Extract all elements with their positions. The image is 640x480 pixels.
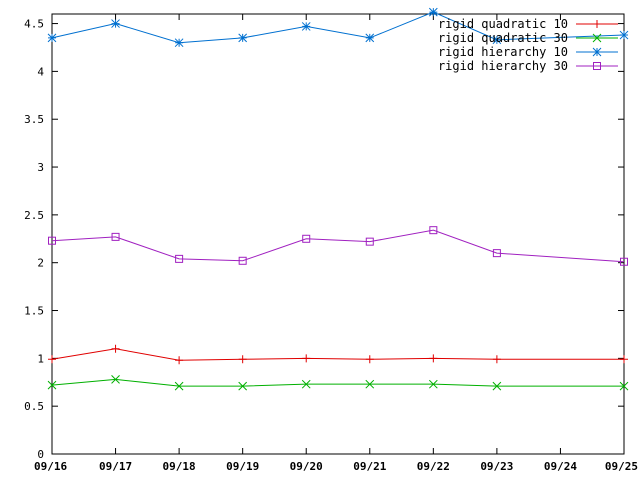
data-point (428, 379, 438, 389)
x-tick-label: 09/20 (290, 460, 323, 473)
data-point (302, 234, 311, 243)
data-point (428, 7, 438, 17)
series-layer (47, 7, 629, 391)
data-point (365, 355, 374, 364)
legend-label: rigid hierarchy 10 (438, 45, 568, 59)
x-tick-label: 09/23 (480, 460, 513, 473)
data-point (111, 232, 120, 241)
x-tick-label: 09/18 (163, 460, 196, 473)
data-point (238, 355, 247, 364)
y-tick-label: 2 (37, 257, 44, 270)
plot-area (51, 13, 625, 455)
data-point (620, 257, 628, 266)
data-point (175, 254, 184, 263)
data-point (301, 22, 311, 31)
series-line (51, 378, 624, 387)
data-point (620, 355, 628, 364)
y-tick-label: 1.5 (24, 305, 44, 318)
data-point (111, 19, 120, 28)
x-tick-label: 09/24 (544, 460, 577, 473)
series-rigid-quadratic-30 (47, 375, 629, 391)
legend-marker (592, 33, 602, 43)
x-tick-label: 09/16 (34, 460, 67, 473)
data-point (619, 381, 629, 391)
data-point (492, 35, 502, 45)
data-point (365, 379, 375, 389)
x-tick-label: 09/21 (353, 460, 386, 473)
data-point (492, 381, 502, 391)
data-point (111, 375, 120, 384)
data-point (492, 355, 501, 364)
data-point (429, 354, 438, 363)
series-rigid-quadratic-10 (48, 344, 628, 365)
data-point (365, 237, 374, 246)
data-point (429, 226, 438, 235)
x-tick-label: 09/22 (417, 460, 450, 473)
legend-label: rigid quadratic 30 (438, 31, 568, 45)
legend-marker (593, 62, 601, 70)
data-point (238, 33, 248, 43)
series-rigid-hierarchy-10 (47, 7, 629, 48)
data-point (47, 33, 57, 43)
data-point (175, 356, 184, 365)
legend-marker (592, 47, 602, 57)
series-line (51, 229, 625, 263)
legend-label: rigid hierarchy 30 (438, 59, 568, 73)
y-tick-label: 4.5 (24, 18, 44, 31)
data-point (238, 381, 248, 391)
data-point (492, 249, 501, 258)
y-tick-label: 3.5 (24, 113, 44, 126)
data-point (301, 379, 311, 389)
series-line (51, 348, 624, 361)
data-point (111, 344, 120, 353)
legend-label: rigid quadratic 10 (438, 17, 568, 31)
legend-marker (593, 20, 601, 28)
axis-ticks: 0 0.5 1 1.5 2 2.5 3 3.5 4 4.5 09/16 09/17 09/18 09/19… (24, 14, 638, 473)
y-tick-label: 2.5 (24, 209, 44, 222)
data-point (48, 236, 56, 245)
data-point (619, 30, 629, 40)
x-tick-label: 09/25 (605, 460, 638, 473)
data-point (238, 256, 247, 265)
x-tick-label: 09/19 (226, 460, 259, 473)
data-point (365, 33, 375, 43)
y-tick-label: 0.5 (24, 400, 44, 413)
data-point (174, 381, 184, 391)
x-tick-label: 09/17 (99, 460, 132, 473)
data-point (48, 355, 56, 364)
data-point (302, 354, 311, 363)
series-rigid-hierarchy-30 (48, 226, 628, 266)
y-tick-label: 4 (37, 65, 44, 78)
y-tick-label: 0 (37, 448, 44, 461)
y-tick-label: 1 (37, 352, 44, 365)
y-tick-label: 3 (37, 161, 44, 174)
data-point (47, 380, 57, 390)
data-point (174, 38, 184, 48)
